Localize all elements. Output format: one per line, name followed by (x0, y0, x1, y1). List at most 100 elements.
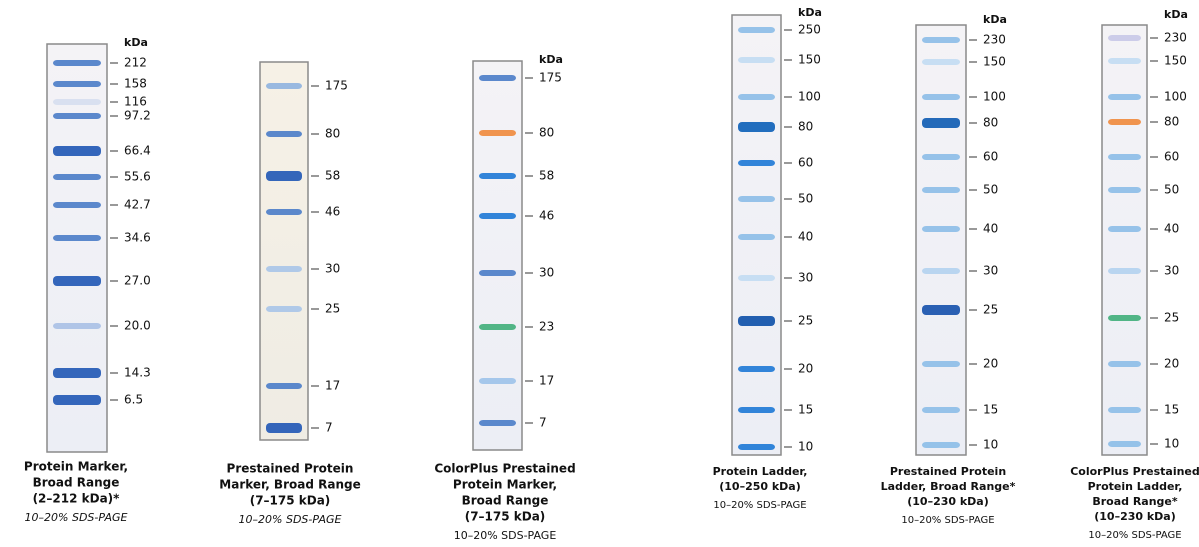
band-label: 34.6 (124, 231, 151, 245)
band-label: 30 (798, 271, 813, 285)
band-label: 150 (1164, 54, 1187, 68)
band-label: 23 (539, 320, 554, 334)
band-label: 50 (798, 192, 813, 206)
band-label: 46 (539, 209, 554, 223)
caption-line: (7–175 kDa) (250, 494, 331, 508)
band-label: 58 (539, 169, 554, 183)
unit-label: kDa (1164, 8, 1188, 21)
unit-label: kDa (983, 13, 1007, 26)
band (1108, 361, 1141, 367)
band (1108, 407, 1141, 413)
band (53, 276, 101, 286)
band-label: 10 (983, 438, 998, 452)
band (738, 275, 775, 281)
band-label: 14.3 (124, 366, 151, 380)
band (738, 27, 775, 33)
method: 10–20% SDS-PAGE (25, 511, 128, 524)
band (53, 113, 101, 119)
band (266, 423, 302, 433)
band (922, 268, 960, 274)
band-label: 40 (798, 230, 813, 244)
band-label: 116 (124, 95, 147, 109)
band (738, 94, 775, 100)
band (922, 59, 960, 65)
band-label: 15 (798, 403, 813, 417)
band (922, 94, 960, 100)
band (738, 407, 775, 413)
band (922, 407, 960, 413)
band-label: 20 (1164, 357, 1179, 371)
band (479, 173, 516, 179)
band-label: 150 (798, 53, 821, 67)
band (53, 395, 101, 405)
band-label: 6.5 (124, 393, 143, 407)
gel-lane (472, 60, 523, 451)
band-label: 40 (983, 222, 998, 236)
band (479, 270, 516, 276)
band-label: 10 (1164, 437, 1179, 451)
band (738, 160, 775, 166)
band (479, 378, 516, 384)
band-label: 100 (798, 90, 821, 104)
band-label: 30 (983, 264, 998, 278)
band-label: 25 (983, 303, 998, 317)
band-label: 46 (325, 205, 340, 219)
band-label: 25 (798, 314, 813, 328)
band (266, 131, 302, 137)
band (738, 366, 775, 372)
band-label: 250 (798, 23, 821, 37)
band (53, 323, 101, 329)
band-label: 100 (1164, 90, 1187, 104)
caption-line: Broad Range (33, 476, 120, 490)
band (1108, 58, 1141, 64)
caption-line: Protein Ladder, (1088, 480, 1183, 493)
band (1108, 268, 1141, 274)
band-label: 175 (539, 71, 562, 85)
band-label: 30 (539, 266, 554, 280)
gel-lane (259, 61, 309, 441)
band-label: 66.4 (124, 144, 151, 158)
band-label: 60 (983, 150, 998, 164)
band-label: 50 (1164, 183, 1179, 197)
band (922, 361, 960, 367)
band (1108, 119, 1141, 125)
band (479, 420, 516, 426)
band (922, 118, 960, 128)
unit-label: kDa (124, 36, 148, 49)
band-label: 7 (539, 416, 547, 430)
band (479, 130, 516, 136)
band-label: 30 (325, 262, 340, 276)
band (1108, 35, 1141, 41)
band (53, 235, 101, 241)
band (922, 442, 960, 448)
band (266, 83, 302, 89)
band-label: 80 (539, 126, 554, 140)
band (266, 266, 302, 272)
caption-line: Prestained Protein (890, 465, 1006, 478)
band-label: 27.0 (124, 274, 151, 288)
gel-panel: 175 80 58 46 30 25 17 7 Prestained Protein Marker… (219, 61, 361, 526)
band-label: 25 (325, 302, 340, 316)
band-label: 50 (983, 183, 998, 197)
gel-lane (915, 24, 967, 456)
band (738, 122, 775, 132)
caption-line: Ladder, Broad Range* (881, 480, 1016, 493)
band-label: 15 (1164, 403, 1179, 417)
caption-line: ColorPlus Prestained (1070, 465, 1199, 478)
band-label: 42.7 (124, 198, 151, 212)
caption-line: Marker, Broad Range (219, 478, 360, 492)
band (479, 213, 516, 219)
band (922, 226, 960, 232)
band (266, 306, 302, 312)
method: 10–20% SDS-PAGE (1088, 530, 1181, 541)
band (266, 171, 302, 181)
band-label: 230 (1164, 31, 1187, 45)
method: 10–20% SDS-PAGE (454, 529, 557, 542)
caption-line: (7–175 kDa) (465, 510, 546, 524)
band-label: 17 (539, 374, 554, 388)
band (922, 305, 960, 315)
band-label: 212 (124, 56, 147, 70)
caption-line: Prestained Protein (227, 462, 354, 476)
